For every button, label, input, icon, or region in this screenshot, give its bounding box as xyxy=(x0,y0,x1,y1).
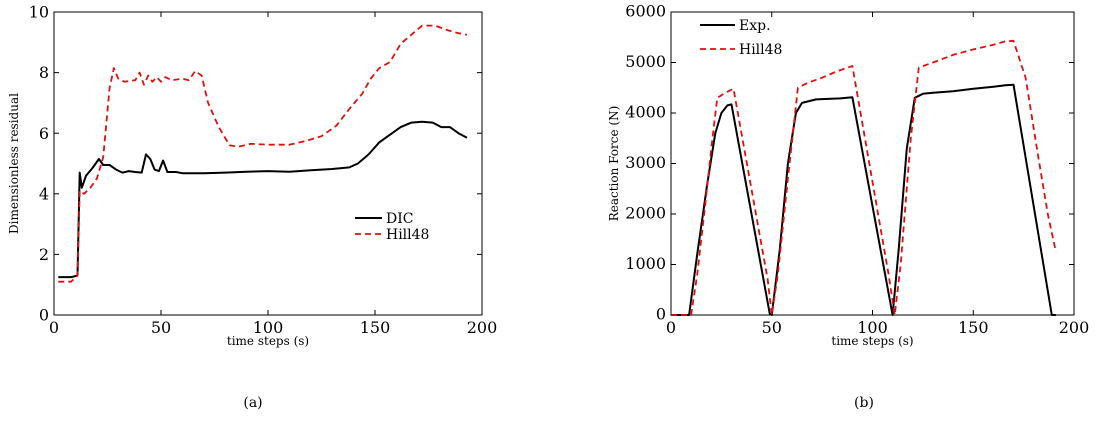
chart-a-y-tick-label: 2 xyxy=(39,245,49,264)
chart-b-y-axis-label: Reaction Force (N) xyxy=(607,106,621,222)
chart-b-y-tick-label: 2000 xyxy=(625,204,666,223)
chart-a-series-line-hill48 xyxy=(58,24,468,283)
chart-b-plot-frame xyxy=(670,11,1075,316)
chart-b-x-tick-label: 0 xyxy=(666,318,676,337)
chart-a-caption: (a) xyxy=(243,395,262,411)
chart-b-series xyxy=(671,39,1057,316)
chart-a-y-tick-label: 8 xyxy=(39,63,49,82)
chart-b-series-line-hill48 xyxy=(671,39,1057,316)
chart-a-y-tick-label: 0 xyxy=(39,306,49,325)
chart-a-y-tick-label: 10 xyxy=(29,3,49,22)
chart-a-x-tick-label: 150 xyxy=(360,318,391,337)
chart-a-x-tick-label: 50 xyxy=(151,318,171,337)
chart-a-plot-frame xyxy=(53,11,483,316)
chart-a-x-tick-label: 200 xyxy=(467,318,498,337)
chart-b-legend: Exp. Hill48 xyxy=(700,18,782,58)
chart-b-y-tick-label: 4000 xyxy=(625,103,666,122)
chart-b-series-line-exp xyxy=(671,83,1056,316)
chart-a-y-tick-label: 6 xyxy=(39,124,49,143)
chart-b-y-tick-label: 1000 xyxy=(625,254,666,273)
chart-b-y-tick-label: 0 xyxy=(656,305,666,324)
chart-a-x-tick-label: 0 xyxy=(49,318,59,337)
chart-b-y-tick-label: 5000 xyxy=(625,52,666,71)
chart-a-x-axis-label: time steps (s) xyxy=(227,334,309,348)
chart-a-x-tick-label: 100 xyxy=(253,318,284,337)
chart-b-x-tick-label: 100 xyxy=(857,318,888,337)
chart-a-series-line-dic xyxy=(58,120,468,279)
chart-b-x-tick-label: 150 xyxy=(958,318,989,337)
chart-b-legend-label: Hill48 xyxy=(739,42,782,58)
chart-b-x-tick-label: 200 xyxy=(1059,318,1090,337)
chart-b-caption: (b) xyxy=(854,395,874,411)
chart-a-series xyxy=(58,24,468,283)
chart-b-y-tick-label: 3000 xyxy=(625,153,666,172)
chart-a-ticks: 0 50 100 150 200 0 2 4 6 8 10 xyxy=(29,3,498,337)
chart-b-y-tick-label: 6000 xyxy=(625,2,666,21)
chart-a-y-axis-label: Dimensionless residual xyxy=(7,93,21,234)
chart-b-x-axis-label: time steps (s) xyxy=(831,334,913,348)
chart-a-residual: 0 50 100 150 200 0 2 4 6 8 10 time steps (s) Dimen… xyxy=(7,3,497,411)
chart-a-legend-label: DIC xyxy=(386,211,413,227)
chart-a-y-tick-label: 4 xyxy=(39,184,49,203)
chart-a-legend-label: Hill48 xyxy=(386,227,429,243)
chart-b-x-tick-label: 50 xyxy=(762,318,782,337)
chart-b-legend-label: Exp. xyxy=(739,18,771,34)
